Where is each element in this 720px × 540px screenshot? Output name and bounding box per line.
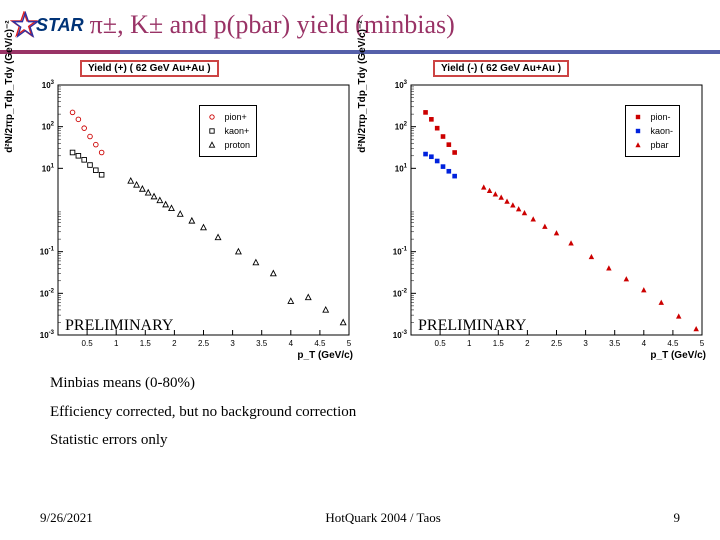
svg-text:2: 2 xyxy=(525,339,530,348)
y-axis-label-right: d²N/2πp_Tdp_Tdy (GeV/c)⁻² xyxy=(357,20,368,152)
legend-label: proton xyxy=(224,140,250,150)
legend-right: pion-kaon-pbar xyxy=(625,105,680,157)
legend-label: kaon+ xyxy=(224,126,249,136)
svg-text:10-3: 10-3 xyxy=(40,330,55,340)
prelim-left: PRELIMINARY xyxy=(65,317,173,335)
legend-item: proton xyxy=(206,138,250,152)
y-axis-label: d²N/2πp_Tdp_Tdy (GeV/c)⁻² xyxy=(4,20,15,152)
chart-right: Yield (-) ( 62 GeV Au+Au ) d²N/2πp_Tdp_T… xyxy=(363,58,710,359)
svg-text:2.5: 2.5 xyxy=(198,339,210,348)
legend-label: pbar xyxy=(650,140,668,150)
legend-label: pion- xyxy=(650,112,670,122)
note-line-1: Minbias means (0-80%) xyxy=(50,369,700,398)
svg-text:103: 103 xyxy=(395,80,408,90)
svg-text:3: 3 xyxy=(583,339,588,348)
x-axis-label-right: p_T (GeV/c) xyxy=(650,350,706,361)
svg-text:4.5: 4.5 xyxy=(667,339,679,348)
slide-title: π±, K± and p(pbar) yield (minbias) xyxy=(90,10,455,40)
svg-text:2: 2 xyxy=(172,339,177,348)
footer-conf: HotQuark 2004 / Taos xyxy=(325,510,440,526)
legend-left: pion+ kaon+ proton xyxy=(199,105,257,157)
svg-text:10-1: 10-1 xyxy=(40,247,55,257)
footer-page: 9 xyxy=(674,510,681,526)
footer: 9/26/2021 HotQuark 2004 / Taos 9 xyxy=(0,510,720,526)
legend-item: pbar xyxy=(632,138,673,152)
svg-text:4.5: 4.5 xyxy=(314,339,326,348)
prelim-right: PRELIMINARY xyxy=(418,317,526,335)
chart-left-title: Yield (+) ( 62 GeV Au+Au ) xyxy=(80,60,219,77)
svg-text:1: 1 xyxy=(467,339,472,348)
plot-left: d²N/2πp_Tdp_Tdy (GeV/c)⁻² 0.511.522.533.… xyxy=(10,79,357,359)
chart-right-title: Yield (-) ( 62 GeV Au+Au ) xyxy=(433,60,569,77)
footer-date: 9/26/2021 xyxy=(40,510,93,526)
plot-right: d²N/2πp_Tdp_Tdy (GeV/c)⁻² 0.511.522.533.… xyxy=(363,79,710,359)
svg-text:4: 4 xyxy=(289,339,294,348)
svg-text:1: 1 xyxy=(114,339,119,348)
svg-text:0.5: 0.5 xyxy=(435,339,447,348)
svg-text:10-1: 10-1 xyxy=(393,247,408,257)
svg-text:101: 101 xyxy=(42,163,55,173)
slide: STAR π±, K± and p(pbar) yield (minbias) … xyxy=(0,0,720,540)
svg-text:102: 102 xyxy=(395,122,408,132)
svg-text:10-2: 10-2 xyxy=(40,288,55,298)
svg-text:101: 101 xyxy=(395,163,408,173)
charts-row: Yield (+) ( 62 GeV Au+Au ) d²N/2πp_Tdp_T… xyxy=(0,54,720,359)
svg-text:102: 102 xyxy=(42,122,55,132)
legend-item: pion- xyxy=(632,110,673,124)
svg-text:2.5: 2.5 xyxy=(551,339,563,348)
logo-text: STAR xyxy=(36,15,84,36)
svg-text:5: 5 xyxy=(700,339,705,348)
svg-text:0.5: 0.5 xyxy=(82,339,94,348)
svg-text:4: 4 xyxy=(642,339,647,348)
plot-svg-left: 0.5 1 1.5 2 2.5 3 3.5 4 4.5 5 10-3 10-2 10-1 101 102 10… xyxy=(10,79,357,359)
legend-label: pion+ xyxy=(224,112,246,122)
x-axis-label-left: p_T (GeV/c) xyxy=(297,350,353,361)
logo: STAR xyxy=(10,11,84,39)
legend-item: kaon- xyxy=(632,124,673,138)
svg-text:3.5: 3.5 xyxy=(256,339,268,348)
chart-left: Yield (+) ( 62 GeV Au+Au ) d²N/2πp_Tdp_T… xyxy=(10,58,357,359)
notes: Minbias means (0-80%) Efficiency correct… xyxy=(0,359,720,455)
svg-text:3.5: 3.5 xyxy=(609,339,621,348)
svg-text:1.5: 1.5 xyxy=(493,339,505,348)
legend-item: pion+ xyxy=(206,110,250,124)
svg-text:5: 5 xyxy=(347,339,352,348)
note-line-2: Efficiency corrected, but no background … xyxy=(50,398,700,427)
note-line-3: Statistic errors only xyxy=(50,426,700,455)
svg-text:10-3: 10-3 xyxy=(393,330,408,340)
svg-text:103: 103 xyxy=(42,80,55,90)
legend-item: kaon+ xyxy=(206,124,250,138)
svg-text:10-2: 10-2 xyxy=(393,288,408,298)
svg-text:1.5: 1.5 xyxy=(140,339,152,348)
legend-label: kaon- xyxy=(650,126,673,136)
svg-text:3: 3 xyxy=(230,339,235,348)
